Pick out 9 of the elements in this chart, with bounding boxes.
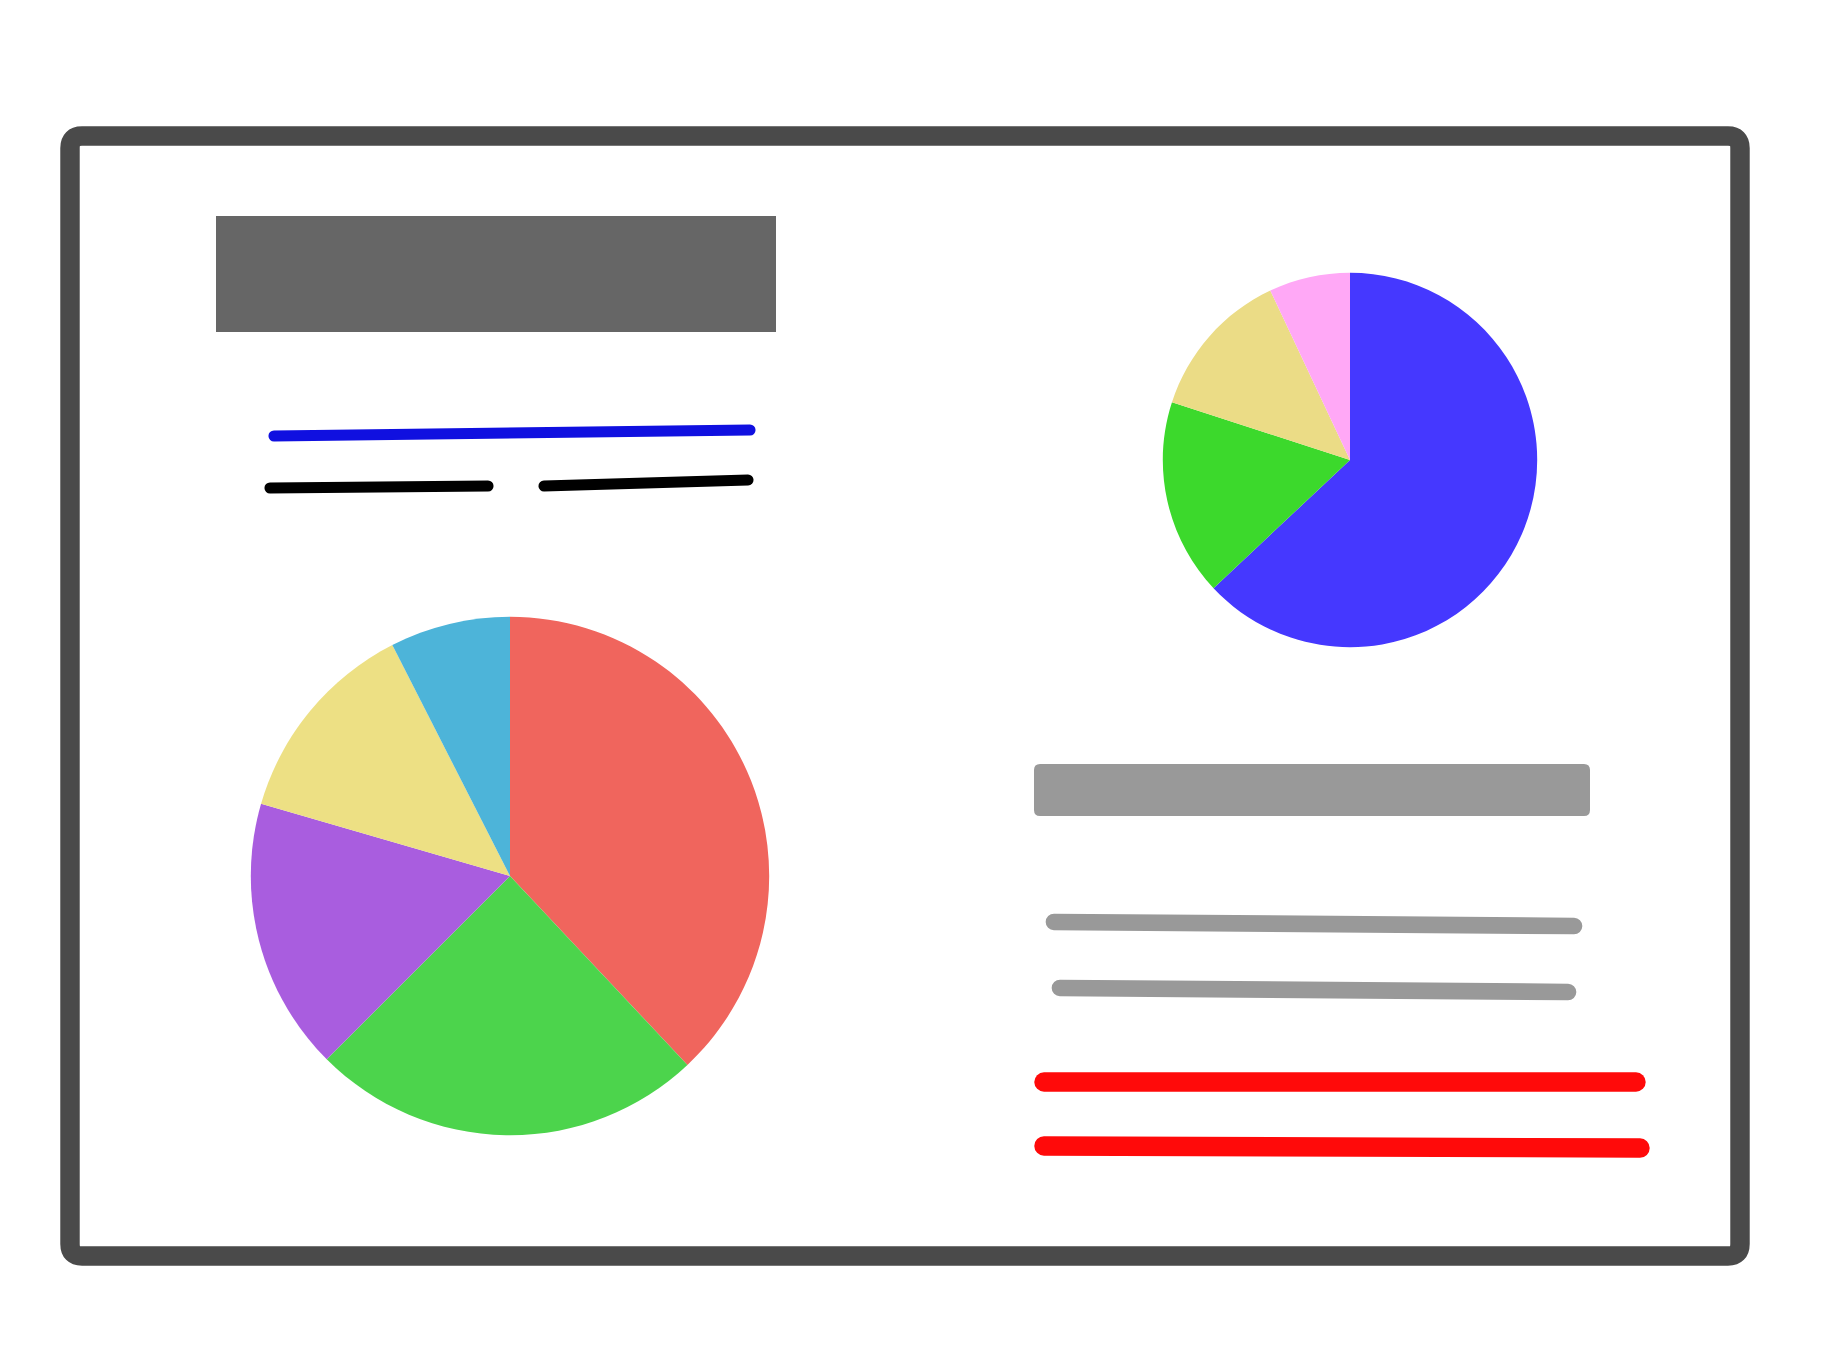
pie-slice (1213, 272, 1538, 648)
pie-slice (326, 876, 688, 1136)
pie-slice (1162, 402, 1350, 589)
pie-slice (250, 803, 510, 1060)
pie-slice (1171, 290, 1350, 460)
pie-slice (261, 645, 510, 876)
pie-slice (392, 616, 510, 876)
pie-slice (510, 616, 770, 1065)
pie-slice (1270, 272, 1350, 460)
